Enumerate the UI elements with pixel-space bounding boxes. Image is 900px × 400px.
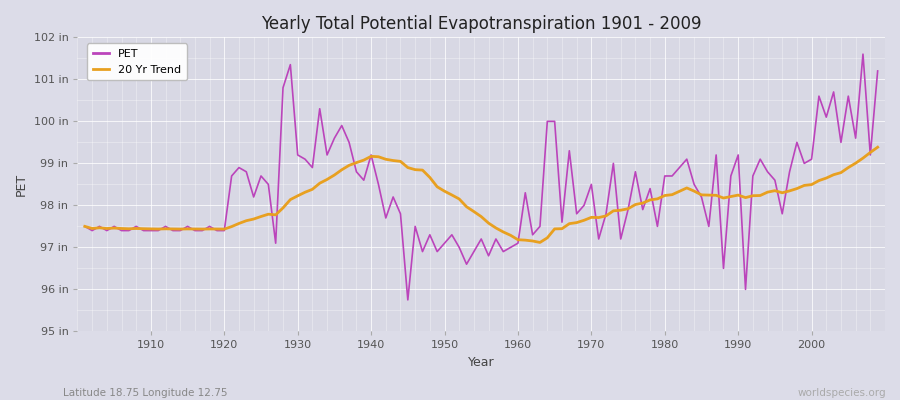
Legend: PET, 20 Yr Trend: PET, 20 Yr Trend: [87, 44, 187, 80]
X-axis label: Year: Year: [468, 356, 494, 369]
Text: worldspecies.org: worldspecies.org: [798, 388, 886, 398]
Text: Latitude 18.75 Longitude 12.75: Latitude 18.75 Longitude 12.75: [63, 388, 228, 398]
Y-axis label: PET: PET: [15, 173, 28, 196]
Title: Yearly Total Potential Evapotranspiration 1901 - 2009: Yearly Total Potential Evapotranspiratio…: [261, 15, 701, 33]
